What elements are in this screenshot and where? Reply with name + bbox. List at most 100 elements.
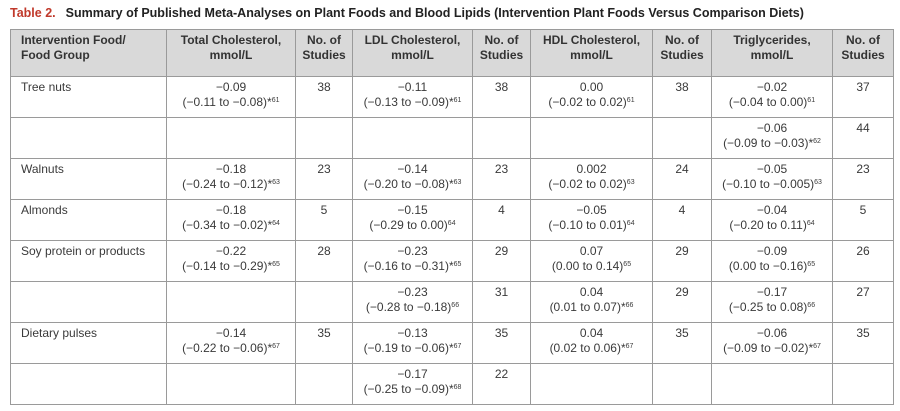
significance-mark: * bbox=[808, 341, 814, 355]
studies-cell: 35 bbox=[652, 322, 712, 364]
header-row: Intervention Food/Food Group Total Choles… bbox=[10, 29, 894, 77]
lipid-cell: −0.13 (−0.19 to −0.06)*67 bbox=[352, 322, 473, 364]
reference: 67 bbox=[272, 343, 280, 350]
lipid-cell: −0.22 (−0.14 to −0.29)*65 bbox=[166, 240, 296, 282]
effect-value: −0.18 bbox=[215, 162, 247, 176]
ci-range: (−0.34 to −0.02) bbox=[182, 218, 268, 232]
effect-value: −0.04 bbox=[756, 203, 788, 217]
title-text: Summary of Published Meta-Analyses on Pl… bbox=[65, 6, 804, 20]
header-line: No. of bbox=[484, 33, 519, 47]
food-cell: Almonds bbox=[10, 199, 167, 241]
ci-range: (−0.11 to −0.08) bbox=[182, 95, 268, 109]
reference: 64 bbox=[626, 220, 635, 227]
lipid-cell: 0.002 (−0.02 to 0.02)63 bbox=[530, 158, 653, 200]
effect-value: −0.17 bbox=[397, 367, 428, 381]
effect-value: −0.17 bbox=[756, 285, 788, 299]
ci-line: (−0.09 to −0.03)*62 bbox=[716, 136, 828, 151]
header-line: Total Cholesterol, bbox=[180, 33, 282, 47]
study-count: 38 bbox=[494, 80, 509, 94]
studies-cell: 23 bbox=[472, 158, 531, 200]
header-line: mmol/L bbox=[391, 48, 434, 62]
lipid-cell bbox=[530, 363, 653, 405]
study-count: 31 bbox=[494, 285, 509, 299]
lipid-cell: −0.05 (−0.10 to 0.01)64 bbox=[530, 199, 653, 241]
studies-cell bbox=[652, 117, 712, 159]
effect-value: −0.06 bbox=[756, 326, 788, 340]
lipid-cell bbox=[352, 117, 473, 159]
studies-cell bbox=[295, 281, 353, 323]
effect-value: 0.04 bbox=[579, 326, 604, 340]
lipid-cell: 0.04 (0.01 to 0.07)*66 bbox=[530, 281, 653, 323]
table-row: −0.17 (−0.25 to −0.09)*68 22 bbox=[10, 363, 894, 405]
reference: 66 bbox=[451, 302, 460, 309]
significance-mark: * bbox=[448, 177, 454, 191]
ci-line: (−0.13 to −0.09)*61 bbox=[357, 95, 468, 110]
lipid-cell: −0.14 (−0.20 to −0.08)*63 bbox=[352, 158, 473, 200]
lipid-cell: −0.23 (−0.28 to −0.18)66 bbox=[352, 281, 473, 323]
ci-line: (0.02 to 0.06)*67 bbox=[535, 341, 648, 356]
studies-cell: 24 bbox=[652, 158, 712, 200]
lipid-cell bbox=[166, 117, 296, 159]
reference: 61 bbox=[271, 97, 280, 104]
study-count: 5 bbox=[320, 203, 328, 217]
significance-mark: * bbox=[808, 136, 814, 150]
ci-line: (−0.25 to −0.09)*68 bbox=[357, 382, 468, 397]
reference: 61 bbox=[807, 97, 816, 104]
study-count: 23 bbox=[494, 162, 509, 176]
reference: 63 bbox=[272, 179, 280, 186]
header-cell: LDL Cholesterol, mmol/L bbox=[352, 29, 473, 77]
ci-range: (−0.02 to 0.02) bbox=[548, 177, 627, 191]
reference: 64 bbox=[806, 220, 815, 227]
ci-line: (0.01 to 0.07)*66 bbox=[535, 300, 648, 315]
lipid-cell: −0.06 (−0.09 to −0.02)*67 bbox=[711, 322, 833, 364]
ci-line: (−0.14 to −0.29)*65 bbox=[171, 259, 291, 274]
table-row: −0.06 (−0.09 to −0.03)*62 44 bbox=[10, 117, 894, 159]
reference: 64 bbox=[447, 220, 456, 227]
table-row: −0.23 (−0.28 to −0.18)66 31 0.04 (0.01 to 0.… bbox=[10, 281, 894, 323]
effect-value: 0.002 bbox=[576, 162, 607, 176]
food-cell: Soy protein or products bbox=[10, 240, 167, 282]
study-count: 27 bbox=[856, 285, 870, 299]
ci-range: (0.00 to 0.14) bbox=[551, 259, 624, 273]
study-count: 35 bbox=[494, 326, 509, 340]
ci-line: (−0.04 to 0.00)61 bbox=[716, 95, 828, 110]
header-line: No. of bbox=[665, 33, 699, 47]
significance-mark: * bbox=[620, 341, 626, 355]
studies-cell: 26 bbox=[832, 240, 894, 282]
study-count: 38 bbox=[675, 80, 689, 94]
studies-cell: 23 bbox=[832, 158, 894, 200]
lipid-cell: −0.15 (−0.29 to 0.00)64 bbox=[352, 199, 473, 241]
header-line: HDL Cholesterol, bbox=[542, 33, 641, 47]
effect-value: −0.13 bbox=[397, 326, 428, 340]
study-count: 37 bbox=[856, 80, 870, 94]
lipid-cell: −0.17 (−0.25 to −0.09)*68 bbox=[352, 363, 473, 405]
reference: 65 bbox=[623, 261, 632, 268]
header-cell: No. of Studies bbox=[295, 29, 353, 77]
ci-range: (−0.28 to −0.18) bbox=[365, 300, 452, 314]
food-name: Dietary pulses bbox=[21, 326, 98, 340]
header-line: Studies bbox=[479, 48, 524, 62]
studies-cell: 23 bbox=[295, 158, 353, 200]
lipid-cell bbox=[166, 281, 296, 323]
lipid-cell: 0.00 (−0.02 to 0.02)61 bbox=[530, 76, 653, 118]
ci-line: (−0.10 to 0.01)64 bbox=[535, 218, 648, 233]
studies-cell bbox=[832, 363, 894, 405]
reference: 63 bbox=[626, 179, 635, 186]
effect-value: −0.02 bbox=[756, 80, 788, 94]
lipid-cell: −0.23 (−0.16 to −0.31)*65 bbox=[352, 240, 473, 282]
ci-line: (−0.29 to 0.00)64 bbox=[357, 218, 468, 233]
header-line: mmol/L bbox=[209, 48, 253, 62]
food-name: Almonds bbox=[21, 203, 68, 217]
studies-cell: 29 bbox=[652, 240, 712, 282]
ci-line: (−0.16 to −0.31)*65 bbox=[357, 259, 468, 274]
effect-value: −0.09 bbox=[215, 80, 247, 94]
significance-mark: * bbox=[267, 95, 272, 109]
food-name: Soy protein or products bbox=[21, 244, 146, 258]
effect-value: −0.22 bbox=[215, 244, 247, 258]
studies-cell: 5 bbox=[295, 199, 353, 241]
reference: 65 bbox=[453, 261, 462, 268]
lipid-cell: −0.11 (−0.13 to −0.09)*61 bbox=[352, 76, 473, 118]
header-cell: No. of Studies bbox=[652, 29, 712, 77]
ci-line: (−0.02 to 0.02)61 bbox=[535, 95, 648, 110]
